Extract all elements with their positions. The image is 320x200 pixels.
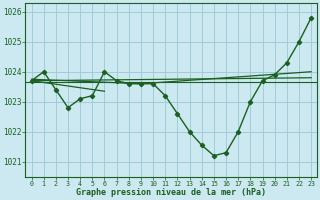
X-axis label: Graphe pression niveau de la mer (hPa): Graphe pression niveau de la mer (hPa) <box>76 188 266 197</box>
